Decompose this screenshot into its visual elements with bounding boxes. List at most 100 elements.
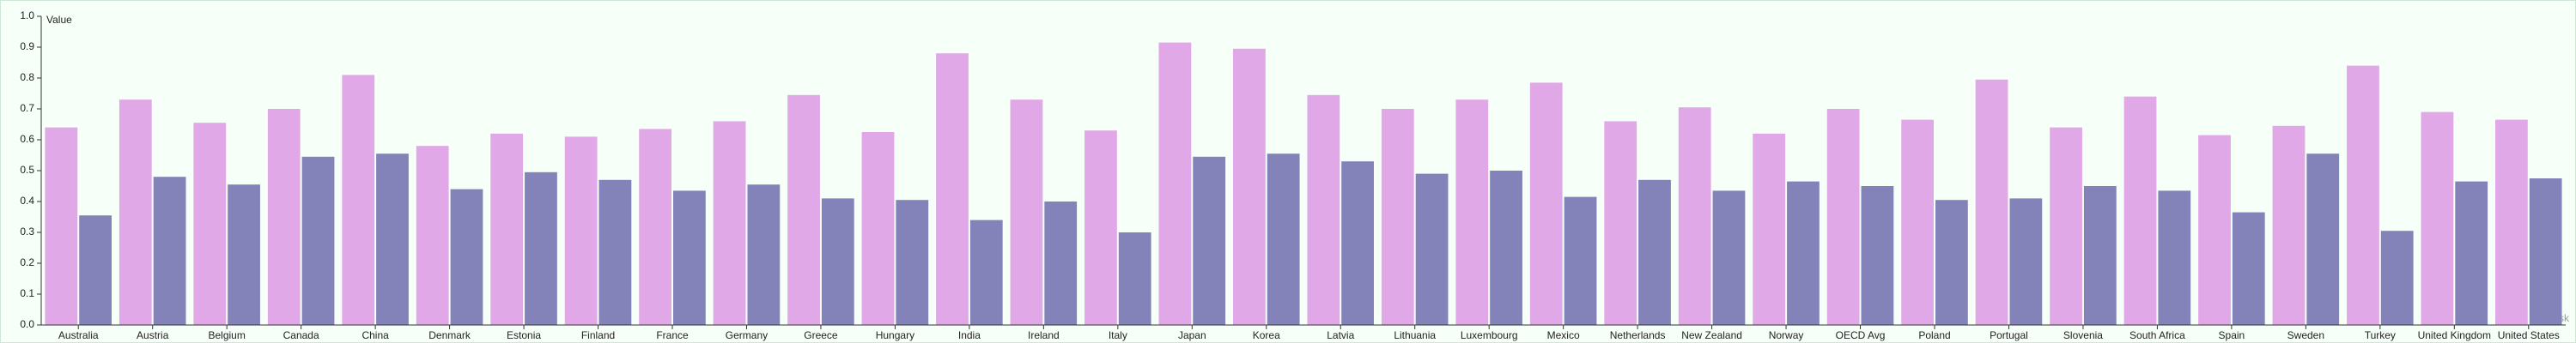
bar [1084, 130, 1117, 325]
bar [376, 153, 409, 325]
bar [228, 184, 260, 325]
y-tick-label: 0.0 [20, 318, 34, 330]
bar [267, 109, 301, 325]
bar [1341, 161, 1375, 325]
bar [2232, 212, 2265, 325]
x-tick-label: Italy [1109, 329, 1127, 341]
bar [2455, 181, 2488, 325]
bar [1975, 79, 2008, 326]
x-tick-label: Germany [726, 329, 768, 341]
bar [1010, 99, 1043, 325]
bar [1638, 179, 1671, 325]
bar [2198, 135, 2231, 325]
x-tick-label: Greece [804, 329, 838, 341]
bar [79, 215, 112, 325]
bar [2050, 127, 2082, 325]
bar [2123, 96, 2157, 325]
x-tick-label: Norway [1769, 329, 1804, 341]
bar [1307, 94, 1340, 326]
bar [2494, 119, 2528, 325]
x-tick-label: Lithuania [1394, 329, 1436, 341]
x-tick-label: Mexico [1547, 329, 1580, 341]
y-axis-label: Value [46, 14, 72, 26]
bar [1415, 173, 1449, 325]
bar [564, 136, 598, 325]
bar [1381, 109, 1414, 325]
bar [1826, 109, 1860, 325]
bar [193, 123, 227, 325]
x-tick-label: Finland [581, 329, 615, 341]
y-tick-label: 0.5 [20, 164, 34, 176]
x-tick-label: United States [2498, 329, 2560, 341]
y-tick-label: 0.3 [20, 226, 34, 238]
bar [969, 220, 1003, 325]
bar [1529, 82, 1563, 326]
x-tick-label: Estonia [507, 329, 541, 341]
bar [936, 53, 969, 325]
bar [1044, 202, 1078, 325]
bar [2347, 65, 2379, 325]
bar [821, 198, 854, 325]
bar [747, 184, 781, 325]
bar [2083, 186, 2117, 325]
bar [2380, 231, 2414, 325]
x-tick-label: Netherlands [1610, 329, 1666, 341]
bar [342, 75, 375, 326]
x-tick-label: Poland [1918, 329, 1950, 341]
x-tick-label: China [361, 329, 389, 341]
bar [673, 190, 706, 325]
bar [153, 177, 186, 325]
bar [787, 94, 820, 326]
bar [896, 200, 929, 325]
bar [1753, 133, 1786, 325]
bar [416, 146, 449, 325]
x-tick-label: Austria [137, 329, 169, 341]
bar [713, 121, 746, 325]
bar [1158, 42, 1192, 325]
bar [639, 129, 671, 325]
bar [301, 156, 335, 325]
bar [1564, 196, 1597, 325]
bar [490, 133, 524, 325]
x-tick-label: United Kingdom [2418, 329, 2491, 341]
y-tick-label: 0.2 [20, 256, 34, 268]
bar [1193, 156, 1226, 325]
bar [2529, 178, 2562, 325]
y-tick-label: 1.0 [20, 9, 34, 21]
bar [1604, 121, 1637, 325]
x-tick-label: France [656, 329, 689, 341]
y-tick-label: 0.8 [20, 71, 34, 83]
x-tick-label: New Zealand [1681, 329, 1742, 341]
x-tick-label: Australia [58, 329, 99, 341]
bar [525, 172, 557, 325]
y-tick-label: 0.4 [20, 195, 34, 207]
y-tick-label: 0.9 [20, 40, 34, 52]
bar [861, 132, 895, 325]
x-tick-label: Sweden [2287, 329, 2324, 341]
bar [2421, 111, 2454, 325]
y-tick-label: 0.7 [20, 102, 34, 114]
bar [1455, 99, 1489, 325]
x-tick-label: Portugal [1990, 329, 2028, 341]
bar [2306, 153, 2340, 325]
bar [1267, 153, 1300, 325]
bar [598, 179, 632, 325]
bar [45, 127, 78, 325]
x-tick-label: Slovenia [2063, 329, 2103, 341]
bar [1787, 181, 1820, 325]
bar [1861, 186, 1894, 325]
y-tick-label: 0.1 [20, 287, 34, 299]
bar [2272, 125, 2306, 325]
x-tick-label: Denmark [428, 329, 471, 341]
x-tick-label: India [958, 329, 981, 341]
bar [1490, 171, 1522, 325]
bar [2009, 198, 2043, 325]
x-tick-label: Canada [283, 329, 319, 341]
x-tick-label: OECD Avg [1836, 329, 1886, 341]
bar [1935, 200, 1968, 325]
x-tick-label: Korea [1253, 329, 1280, 341]
x-tick-label: Japan [1178, 329, 1206, 341]
x-tick-label: Latvia [1327, 329, 1354, 341]
x-tick-label: Belgium [208, 329, 245, 341]
